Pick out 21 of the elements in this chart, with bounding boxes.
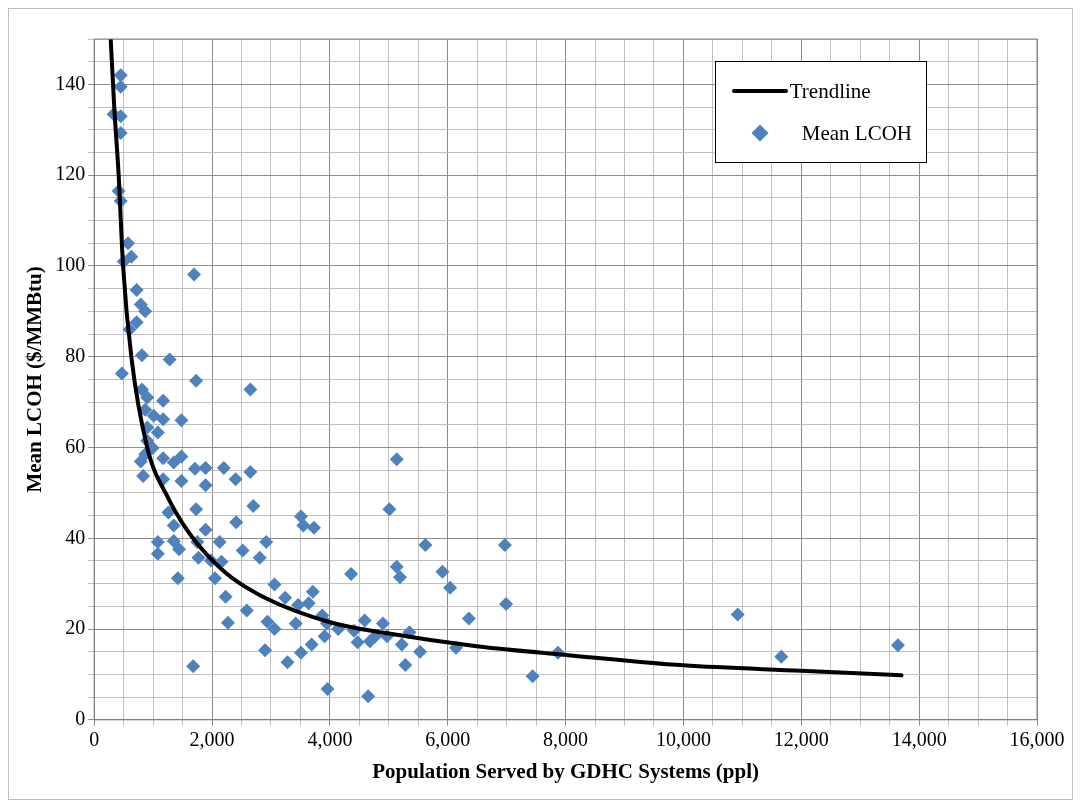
y-tick-label: 0 [75, 707, 86, 730]
x-tick-label: 16,000 [1009, 728, 1065, 751]
y-axis-title: Mean LCOH ($/MMBtu) [22, 266, 47, 493]
x-tick-label: 12,000 [773, 728, 829, 751]
x-tick-label: 6,000 [425, 728, 471, 751]
x-tick-label: 4,000 [307, 728, 353, 751]
x-tick-label: 14,000 [891, 728, 947, 751]
y-tick-label: 120 [55, 162, 86, 185]
legend-label: Mean LCOH [801, 120, 912, 146]
y-tick-label: 60 [65, 434, 86, 457]
x-tick-label: 8,000 [543, 728, 589, 751]
y-tick-label: 80 [65, 343, 86, 366]
y-tick-label: 100 [55, 253, 86, 276]
legend-label: Trendline [789, 78, 871, 104]
y-tick-label: 140 [55, 71, 86, 94]
x-axis-title: Population Served by GDHC Systems (ppl) [372, 758, 759, 783]
x-tick-label: 10,000 [655, 728, 711, 751]
y-tick-label: 20 [65, 616, 86, 639]
x-tick-label: 0 [89, 728, 100, 751]
y-tick-label: 40 [65, 525, 86, 548]
x-tick-label: 2,000 [189, 728, 235, 751]
